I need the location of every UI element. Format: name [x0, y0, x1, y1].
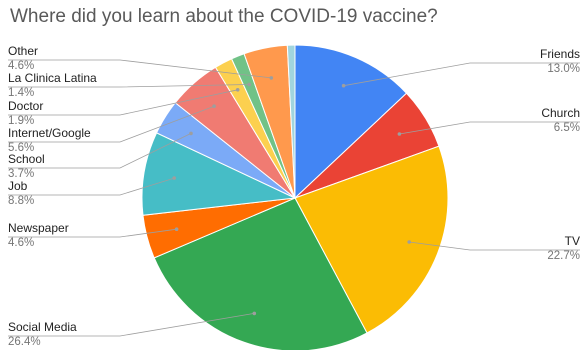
leader-line-social-media: [8, 313, 255, 337]
slice-value-church: 6.5%: [554, 122, 580, 134]
slice-label-newspaper: Newspaper: [8, 221, 69, 235]
slice-label-tv: TV: [565, 234, 580, 248]
pie-slice-tv[interactable]: [294, 145, 449, 334]
slice-label-internet-google: Internet/Google: [8, 126, 91, 140]
slice-value-social-media: 26.4%: [8, 336, 41, 348]
slice-label-job: Job: [8, 179, 28, 193]
leader-line-church: [399, 121, 580, 135]
pie-slice-social-media[interactable]: [153, 197, 368, 350]
leader-line-la-clinica-latina: [8, 84, 250, 88]
slice-value-internet-google: 5.6%: [8, 142, 34, 154]
slice-label-la-clinica-latina: La Clinica Latina: [8, 71, 97, 85]
slice-value-tv: 22.7%: [547, 250, 580, 262]
chart-title: Where did you learn about the COVID-19 v…: [10, 6, 438, 27]
pie-slice-friends[interactable]: [294, 44, 408, 200]
pie-slice-job[interactable]: [141, 132, 297, 216]
leader-line-other: [8, 59, 272, 79]
slice-label-doctor: Doctor: [8, 99, 43, 113]
slice-value-newspaper: 4.6%: [8, 237, 34, 249]
pie-slice-unlabeled-11[interactable]: [286, 44, 296, 199]
slice-value-job: 8.8%: [8, 195, 34, 207]
leader-line-friends: [343, 62, 580, 87]
slice-value-la-clinica-latina: 1.4%: [8, 87, 34, 99]
slice-label-social-media: Social Media: [8, 320, 77, 334]
slice-value-doctor: 1.9%: [8, 115, 34, 127]
leader-line-doctor: [8, 89, 238, 116]
slice-value-friends: 13.0%: [547, 63, 580, 75]
leader-line-job: [8, 177, 175, 196]
slice-label-other: Other: [8, 44, 38, 58]
slice-label-church: Church: [541, 106, 580, 120]
slice-value-school: 3.7%: [8, 168, 34, 180]
leader-line-school: [8, 133, 192, 169]
slice-value-other: 4.6%: [8, 60, 34, 72]
leader-line-internet-google: [8, 105, 215, 143]
leader-line-tv: [409, 241, 580, 251]
slice-label-friends: Friends: [540, 47, 580, 61]
slice-label-school: School: [8, 152, 45, 166]
leader-line-newspaper: [8, 228, 177, 238]
